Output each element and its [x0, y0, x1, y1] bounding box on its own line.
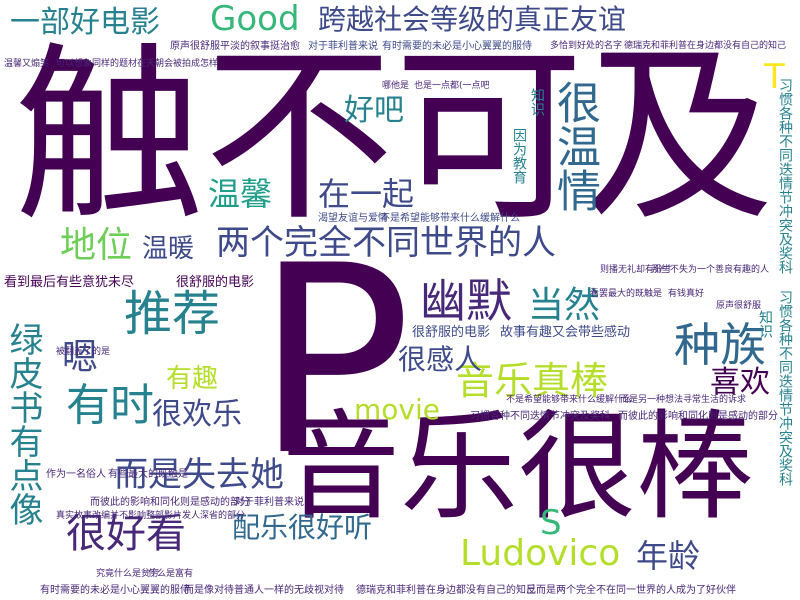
- word-s: S: [540, 503, 562, 543]
- word-xiguan-3: 习惯各种不同迭情节冲突及奖科: [777, 290, 793, 486]
- word-movie: movie: [354, 393, 440, 426]
- phrase-nata: 哪他是: [382, 81, 410, 91]
- word-xihuan: 喜欢: [710, 365, 770, 400]
- phrase-zhenshi: 真实故事改编并不影响整部影片发人深省的部分: [56, 511, 246, 521]
- phrase-yuansheng-2: 原声很舒服: [716, 301, 762, 311]
- phrase-beifan: 被翻盖了的是: [56, 347, 111, 357]
- phrase-zuowei: 作为一名俗人: [46, 469, 106, 480]
- word-haoba: 好吧: [344, 93, 404, 128]
- word-youshi: 有时: [66, 380, 154, 431]
- phrase-deruike-2: 德瑞克和菲利普在身边都没有自己的知己: [356, 585, 536, 596]
- word-ludovico: Ludovico: [460, 533, 621, 574]
- word-diwei: 地位: [60, 225, 133, 266]
- phrase-bushi-1: 不是希望能够带来什么缓解什么: [380, 213, 520, 224]
- word-hengganren: 很感人: [398, 343, 483, 376]
- word-youmo: 幽默: [420, 274, 512, 328]
- word-henhuanle: 很欢乐: [152, 397, 242, 432]
- word-t: T: [764, 57, 785, 97]
- phrase-kandao: 看到最后有些意犹未尽: [4, 275, 135, 290]
- phrase-ershi: 而是像对待普通人一样的无歧视对待: [184, 585, 344, 596]
- phrase-yuansheng-1: 原声很舒服: [170, 41, 220, 52]
- phrase-yeshi: 也是一点都(一点吧: [414, 81, 490, 91]
- word-p: P: [255, 211, 412, 513]
- phrase-keyi: 可以想象同样的题材在天朝会被拍成怎样: [56, 59, 219, 69]
- phrase-naxie: 那些不失为一个善良有趣的人: [652, 265, 770, 275]
- phrase-jiujing: 究竟什么是贫穷: [96, 569, 160, 579]
- word-chubukeji: 触不可及: [14, 26, 775, 247]
- word-xiguan-1: 习惯各种不同迭情节冲突及奖科: [777, 78, 793, 274]
- word-yibu: 一部好电影: [10, 5, 160, 40]
- phrase-kewang-1: 渴望友谊与爱情: [318, 213, 388, 224]
- phrase-duiyu-2: 对于菲利普来说: [234, 497, 304, 508]
- word-dangran: 当然: [528, 285, 601, 326]
- word-wenxin: 温馨: [208, 175, 273, 213]
- word-lvpishu: 绿皮书有点像: [3, 322, 43, 526]
- word-yinyuehenbang: 音乐很棒: [282, 398, 755, 536]
- word-ershishiqu: 而是失去她: [114, 455, 284, 495]
- phrase-kanba: 看罢最大的既触是: [590, 289, 663, 299]
- phrase-erbici-1: 而彼此的影响和同化则是感动的部分: [90, 497, 250, 508]
- word-peiyue: 配乐很好听: [232, 511, 373, 544]
- phrase-zebo: 则播无礼却有分寸: [600, 265, 673, 275]
- phrase-ershi-2: 而是另一种想法寻常生活的诉求: [620, 395, 747, 405]
- phrase-xiguan-2: 习惯各种不同迭情节冲突及奖科: [470, 411, 610, 422]
- word-yinyuezhenbang: 音乐真棒: [456, 359, 609, 403]
- phrase-bushi-2: 不是希望能够带来什么缓解什么: [506, 395, 633, 405]
- phrase-shufu-1: 很舒服的电影: [176, 275, 255, 290]
- phrase-qiadao: 多恰到好处的名字: [550, 41, 623, 51]
- phrase-gushi: 故事有趣又会带些感动: [500, 325, 631, 340]
- phrase-wenxin-xiao: 温馨又煽笑: [4, 59, 50, 69]
- phrase-youxie: 有些最大的既触是: [108, 469, 188, 480]
- phrase-faner: 反而是两个完全不在同一世界的人成为了好伙伴: [526, 585, 736, 596]
- phrase-deruike-1: 德瑞克和菲利普在身边都没有自己的知己: [624, 41, 787, 51]
- word-zhishi-1: 知识: [529, 88, 545, 116]
- word-henwenqing: 很温情: [549, 80, 600, 212]
- phrase-erbici-2: 而彼此的影响和同化则是感动的部分: [618, 411, 778, 422]
- word-yinweijiaoyu: 因为教育: [511, 128, 527, 184]
- phrase-youshi-2: 有时需要的未必是小心翼翼的服侍: [40, 585, 190, 596]
- word-en: 嗯: [62, 337, 99, 378]
- word-zaiyiqi: 在一起: [318, 175, 415, 213]
- word-tuijian: 推荐: [124, 286, 221, 342]
- word-youqu: 有趣: [166, 364, 219, 394]
- phrase-shenme: 什么是富有: [148, 569, 194, 579]
- phrase-youshi-1: 有时需要的未必是小心翼翼的服侍: [382, 41, 532, 52]
- phrase-youqian: 有钱真好: [668, 289, 705, 299]
- word-kuayue: 跨越社会等级的真正友谊: [318, 3, 627, 36]
- word-zhongzu: 种族: [674, 318, 766, 372]
- word-zhishi-2: 知识: [757, 310, 773, 338]
- phrase-pingdan: 平淡的叙事挺治愈: [220, 41, 300, 52]
- word-good: Good: [210, 0, 300, 39]
- word-henhaokan: 很好看: [66, 511, 186, 557]
- word-liangge: 两个完全不同世界的人: [216, 223, 556, 263]
- phrase-duiyu-1: 对于菲利普来说: [308, 41, 378, 52]
- word-wennuan: 温暖: [142, 234, 195, 264]
- phrase-shufu-2: 很舒服的电影: [412, 325, 491, 340]
- word-nianling: 年龄: [636, 537, 701, 575]
